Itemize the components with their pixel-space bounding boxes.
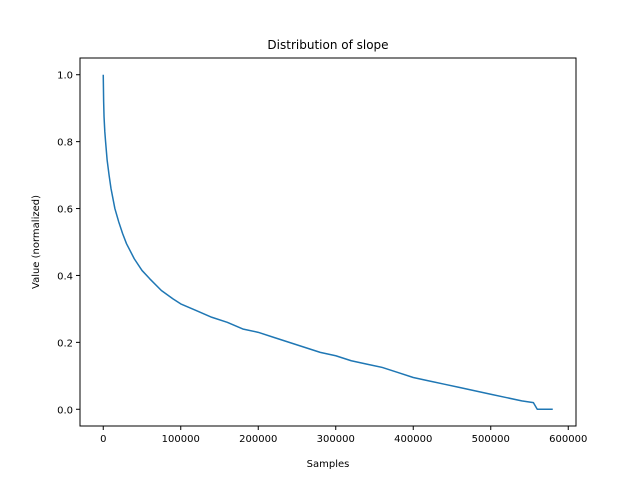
y-tick-label: 0.4 bbox=[57, 271, 73, 282]
y-axis-label: Value (normalized) bbox=[31, 195, 42, 289]
y-tick-label: 1.0 bbox=[57, 71, 73, 82]
y-axis: 0.0 0.2 0.4 0.6 0.8 1.0 bbox=[57, 71, 80, 416]
x-axis: 0 100000 200000 300000 400000 500000 600000 bbox=[100, 426, 587, 445]
x-tick-label: 600000 bbox=[549, 434, 587, 445]
y-tick-label: 0.0 bbox=[57, 405, 73, 416]
x-tick-label: 200000 bbox=[239, 434, 277, 445]
x-axis-label: Samples bbox=[307, 459, 350, 470]
x-tick-label: 500000 bbox=[472, 434, 510, 445]
y-tick-label: 0.6 bbox=[57, 205, 73, 216]
axes-frame bbox=[79, 57, 577, 427]
chart-title: Distribution of slope bbox=[267, 38, 388, 52]
y-tick-label: 0.8 bbox=[57, 138, 73, 149]
x-tick-label: 0 bbox=[100, 434, 106, 445]
x-tick-label: 300000 bbox=[317, 434, 355, 445]
y-tick-label: 0.2 bbox=[57, 338, 73, 349]
plot-area bbox=[102, 74, 553, 411]
x-tick-label: 100000 bbox=[162, 434, 200, 445]
x-tick-label: 400000 bbox=[394, 434, 432, 445]
series-line bbox=[102, 74, 553, 411]
